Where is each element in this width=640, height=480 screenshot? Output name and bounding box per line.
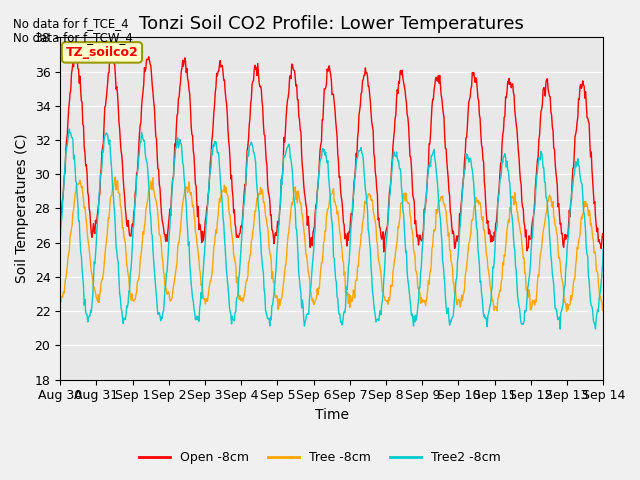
Tree -8cm [221, 182, 228, 188]
Tree -8cm [121, 237, 129, 242]
Tree -8cm [600, 300, 607, 306]
Title: Tonzi Soil CO2 Profile: Lower Temperatures: Tonzi Soil CO2 Profile: Lower Temperatur… [140, 15, 524, 33]
Tree -8cm [388, 283, 396, 289]
Tree2 -8cm [56, 239, 64, 244]
Legend: Open -8cm, Tree -8cm, Tree2 -8cm: Open -8cm, Tree -8cm, Tree2 -8cm [134, 446, 506, 469]
Line: Tree -8cm: Tree -8cm [60, 177, 604, 312]
Tree2 -8cm [268, 303, 276, 309]
Tree2 -8cm [556, 326, 564, 332]
Tree2 -8cm [388, 161, 396, 167]
Tree2 -8cm [419, 240, 427, 245]
Tree -8cm [56, 297, 64, 303]
X-axis label: Time: Time [315, 408, 349, 422]
Tree -8cm [248, 238, 255, 243]
Open -8cm [380, 249, 388, 255]
Text: No data for f_TCW_4: No data for f_TCW_4 [13, 31, 132, 44]
Tree2 -8cm [221, 235, 228, 240]
Tree2 -8cm [600, 245, 607, 251]
Open -8cm [600, 234, 607, 240]
Tree -8cm [268, 276, 276, 281]
Line: Tree2 -8cm: Tree2 -8cm [60, 129, 604, 329]
Text: No data for f_TCE_4: No data for f_TCE_4 [13, 17, 129, 30]
Open -8cm [420, 228, 428, 233]
Open -8cm [56, 213, 64, 218]
Open -8cm [268, 227, 276, 233]
Tree -8cm [111, 174, 119, 180]
Tree -8cm [419, 297, 427, 303]
Open -8cm [72, 45, 80, 51]
Line: Open -8cm: Open -8cm [60, 48, 604, 252]
Y-axis label: Soil Temperatures (C): Soil Temperatures (C) [15, 133, 29, 283]
Tree2 -8cm [65, 126, 73, 132]
Tree -8cm [563, 309, 570, 314]
Tree2 -8cm [248, 139, 255, 145]
Open -8cm [389, 143, 397, 149]
Open -8cm [221, 77, 228, 83]
Tree2 -8cm [121, 316, 129, 322]
Open -8cm [248, 96, 255, 101]
Open -8cm [121, 194, 129, 200]
Text: TZ_soilco2: TZ_soilco2 [65, 46, 138, 59]
